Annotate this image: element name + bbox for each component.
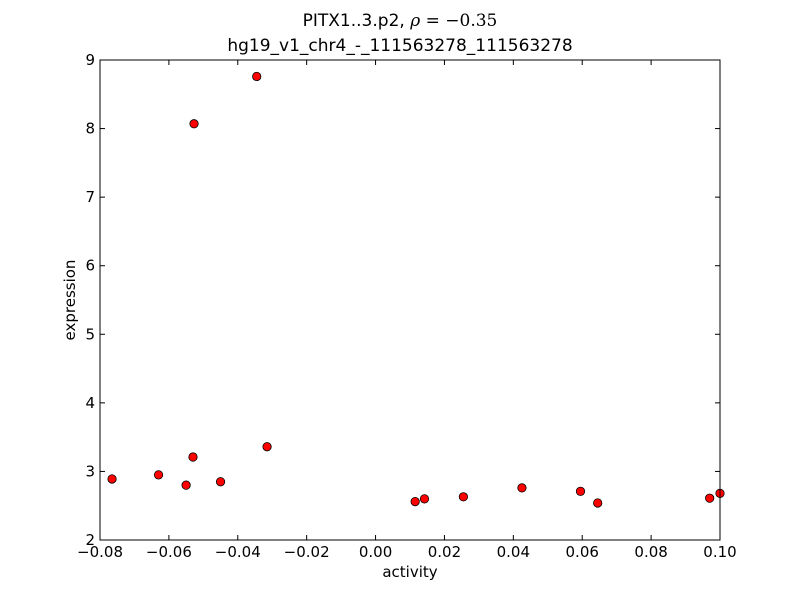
data-point: [575, 486, 586, 496]
x-tick-label: 0.00: [359, 543, 392, 561]
data-point: [419, 494, 430, 504]
data-point: [188, 452, 198, 462]
x-tick-label: −0.04: [215, 543, 261, 561]
y-tick-label: 4: [85, 394, 95, 412]
data-point: [153, 470, 164, 480]
y-tick-label: 2: [85, 531, 95, 549]
data-point: [705, 493, 715, 503]
x-tick-label: 0.10: [703, 543, 736, 561]
rho-value: = −0.35: [420, 11, 498, 31]
data-point: [189, 119, 199, 129]
ticks-layer: [99, 59, 721, 541]
x-tick-label: 0.08: [634, 543, 667, 561]
data-point: [107, 474, 117, 484]
y-tick-label: 5: [85, 325, 95, 343]
rho-symbol: ρ: [410, 11, 421, 31]
data-point: [252, 71, 262, 82]
x-tick-label: −0.06: [146, 543, 192, 561]
y-tick-label: 9: [85, 51, 95, 69]
plot-frame: [99, 59, 721, 541]
y-axis-label: expression: [61, 260, 79, 341]
data-point: [410, 496, 420, 507]
x-tick-label: −0.02: [284, 543, 330, 561]
x-tick-label: −0.08: [77, 543, 123, 561]
points-layer: [107, 71, 725, 508]
x-tick-label: 0.06: [566, 543, 599, 561]
data-point: [458, 492, 468, 502]
chart-title: PITX1..3.p2, ρ = −0.35: [0, 11, 800, 31]
data-point: [593, 498, 603, 508]
chart-subtitle: hg19_v1_chr4_-_111563278_111563278: [227, 36, 573, 56]
y-tick-label: 6: [85, 257, 95, 275]
tick-labels-layer: −0.08 −0.06 −0.04 −0.02 0.00 0.02 0.04 0.06 0.08…: [77, 51, 737, 561]
y-tick-label: 7: [85, 188, 95, 206]
data-point: [517, 483, 527, 493]
x-tick-label: 0.04: [497, 543, 530, 561]
data-point: [262, 442, 272, 452]
x-tick-label: 0.02: [428, 543, 461, 561]
data-point: [181, 480, 191, 490]
x-axis-label: activity: [382, 563, 437, 581]
y-tick-label: 3: [85, 462, 95, 480]
chart-title-prefix: PITX1..3.p2,: [302, 11, 411, 31]
y-tick-label: 8: [85, 120, 95, 138]
data-point: [215, 477, 226, 487]
